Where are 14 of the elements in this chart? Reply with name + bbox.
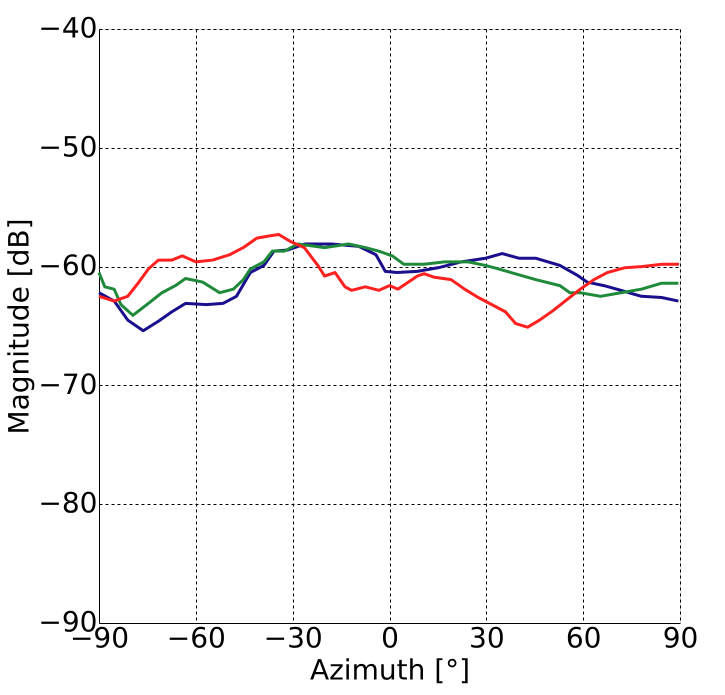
x-tick-label: 60 (566, 622, 602, 654)
y-tick-label: −60 (38, 249, 98, 282)
x-tick-label: 0 (381, 622, 399, 654)
y-tick-label: −80 (38, 486, 98, 520)
y-axis-title: Magnitude [dB] (2, 218, 36, 435)
x-tick-label: −60 (166, 622, 226, 654)
x-tick-label: 30 (469, 622, 505, 654)
line-series (98, 242, 680, 317)
y-tick-label: −40 (38, 12, 98, 44)
x-axis-title: Azimuth [°] (310, 654, 470, 686)
x-tick-label: −30 (264, 622, 323, 654)
y-tick-label: −70 (38, 368, 98, 401)
y-tick-label: −50 (38, 130, 98, 164)
x-tick-label: 90 (662, 622, 698, 654)
